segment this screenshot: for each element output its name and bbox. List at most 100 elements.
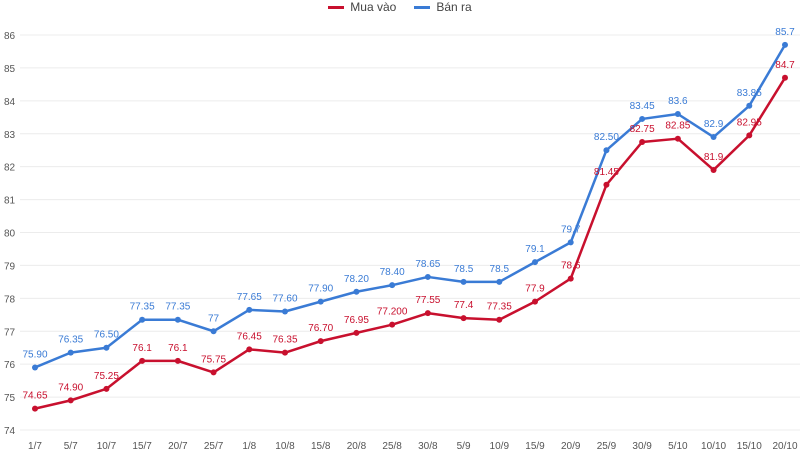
x-tick-label: 10/7 (97, 441, 117, 452)
x-tick-label: 25/7 (204, 441, 224, 452)
legend-item-buy[interactable]: Mua vào (328, 0, 396, 14)
data-label: 78.20 (344, 274, 369, 285)
data-point (139, 316, 146, 323)
x-tick-label: 15/10 (737, 441, 762, 452)
data-point (246, 306, 253, 313)
data-label: 77.9 (525, 284, 545, 295)
data-label: 77 (208, 313, 220, 324)
data-label: 76.50 (94, 330, 119, 341)
data-point (460, 315, 467, 322)
data-point (674, 111, 681, 117)
x-tick-label: 20/8 (347, 441, 367, 452)
data-point (174, 357, 181, 364)
data-label: 76.35 (272, 335, 297, 346)
x-tick-label: 1/7 (28, 441, 42, 452)
data-point (174, 316, 181, 323)
y-tick-label: 84 (4, 97, 16, 108)
data-label: 82.95 (737, 117, 762, 128)
data-point (603, 181, 610, 188)
legend-label-sell: Bán ra (436, 0, 472, 14)
data-label: 78.5 (490, 264, 510, 275)
y-tick-label: 82 (4, 163, 16, 174)
data-point (496, 316, 503, 323)
data-point (210, 328, 217, 335)
data-label: 77.35 (487, 302, 512, 313)
x-tick-label: 15/8 (311, 441, 331, 452)
data-point (139, 357, 146, 364)
legend-item-sell[interactable]: Bán ra (414, 0, 472, 14)
data-point (674, 135, 681, 142)
data-label: 75.90 (22, 349, 47, 360)
data-label: 78.5 (454, 264, 474, 275)
x-tick-label: 15/9 (525, 441, 545, 452)
data-point (782, 41, 788, 48)
x-tick-label: 5/7 (64, 441, 78, 452)
data-label: 79.1 (525, 244, 545, 255)
x-tick-label: 5/9 (457, 441, 471, 452)
y-tick-label: 76 (4, 360, 16, 371)
data-point (353, 329, 360, 336)
data-label: 82.50 (594, 132, 619, 143)
data-label: 77.4 (454, 300, 474, 311)
series-line-sell (34, 44, 787, 369)
data-label: 76.1 (168, 343, 188, 354)
data-point (103, 344, 110, 351)
legend-swatch-sell (414, 5, 431, 9)
data-label: 77.35 (130, 302, 155, 313)
data-point (603, 147, 610, 154)
data-point (460, 278, 467, 285)
data-point (746, 132, 753, 139)
data-label: 81.45 (594, 167, 619, 178)
data-label: 75.75 (201, 354, 226, 365)
x-tick-label: 10/8 (275, 441, 295, 452)
data-label: 82.75 (630, 124, 655, 135)
x-tick-label: 15/7 (132, 441, 152, 452)
y-tick-label: 83 (4, 130, 16, 141)
data-point (246, 346, 253, 353)
x-tick-label: 1/8 (242, 441, 256, 452)
data-point (532, 298, 538, 305)
x-tick-label: 30/8 (418, 441, 438, 452)
x-tick-label: 25/9 (597, 441, 617, 452)
data-point (389, 282, 396, 289)
data-label: 78.6 (561, 261, 581, 272)
y-tick-label: 86 (4, 31, 16, 42)
data-point (496, 278, 503, 285)
data-label: 78.65 (415, 259, 440, 270)
x-tick-label: 20/9 (561, 441, 581, 452)
data-label: 82.9 (704, 119, 724, 130)
data-label: 82.85 (665, 121, 690, 132)
legend-label-buy: Mua vào (350, 0, 397, 14)
data-point (782, 74, 788, 81)
legend-swatch-buy (328, 5, 345, 9)
y-tick-label: 85 (4, 64, 16, 75)
x-tick-label: 10/10 (701, 441, 726, 452)
y-tick-label: 81 (4, 196, 16, 207)
data-label: 77.35 (165, 302, 190, 313)
data-label: 77.200 (377, 307, 408, 318)
y-tick-label: 79 (4, 261, 16, 272)
y-tick-label: 80 (4, 229, 16, 240)
data-label: 77.55 (415, 295, 440, 306)
data-point (353, 288, 360, 295)
data-label: 77.65 (237, 292, 262, 303)
data-label: 77.90 (308, 284, 333, 295)
data-point (639, 115, 646, 122)
data-label: 79.7 (561, 224, 581, 235)
data-point (317, 338, 324, 345)
y-tick-label: 74 (4, 426, 16, 437)
data-point (567, 275, 574, 282)
data-point (282, 349, 288, 356)
data-label: 76.1 (132, 343, 152, 354)
series-line-buy (34, 77, 787, 410)
data-point (317, 298, 324, 305)
data-label: 76.35 (58, 335, 83, 346)
data-point (710, 134, 717, 141)
data-point (103, 385, 110, 392)
legend: Mua vào Bán ra (0, 0, 800, 14)
data-point (424, 273, 431, 280)
data-label: 74.65 (22, 391, 47, 402)
data-point (32, 364, 38, 371)
data-label: 83.85 (737, 88, 762, 99)
